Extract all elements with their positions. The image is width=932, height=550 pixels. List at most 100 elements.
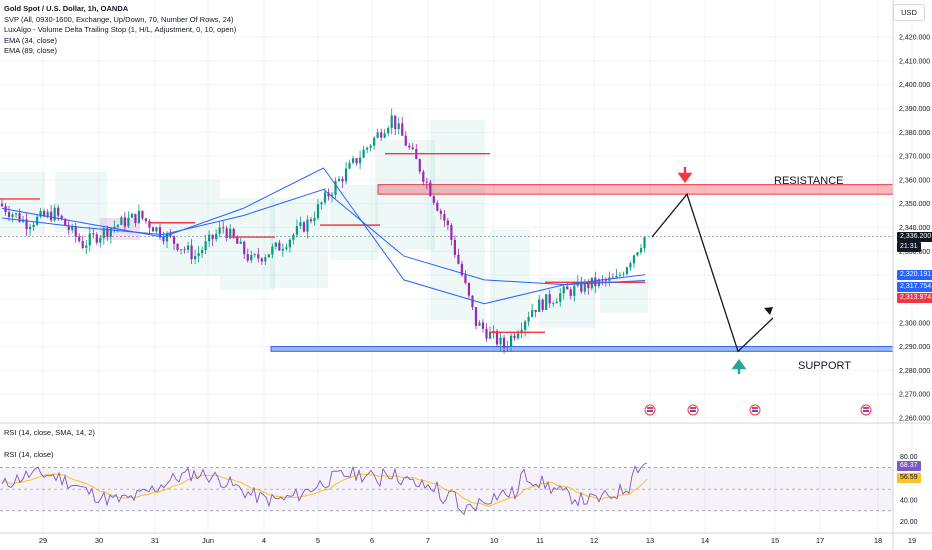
price-tick-label: 2,410.000 [899, 58, 930, 65]
candle-body [264, 257, 267, 262]
ema34-line [1, 167, 646, 305]
candle-body [327, 192, 330, 197]
candle-body [218, 227, 221, 234]
time-tick-label: 4 [262, 536, 266, 545]
candle-body [162, 237, 165, 242]
legend-indicator-luxalgo[interactable]: LuxAlgo - Volume Delta Trailing Stop (1,… [4, 25, 237, 34]
candle-body [155, 227, 158, 232]
candle-body [285, 247, 288, 249]
candle-body [323, 192, 327, 203]
time-tick-label: 10 [490, 536, 498, 545]
candle-body [580, 281, 583, 292]
candle-body [39, 211, 42, 217]
candle-body [436, 202, 439, 211]
candle-body [390, 115, 393, 129]
candle-body [309, 219, 313, 222]
zones [0, 120, 894, 352]
candle-body [478, 322, 481, 326]
candle-body [32, 224, 35, 227]
candle-body [366, 147, 369, 150]
candle-body [236, 237, 239, 244]
rsi-value-tag: 68.37 [897, 461, 921, 471]
candle-body [573, 285, 576, 296]
candle-body [36, 216, 39, 225]
time-tick-label: 13 [646, 536, 654, 545]
legend-indicator-svp[interactable]: SVP (All, 0930-1600, Exchange, Up/Down, … [4, 14, 234, 24]
candle-body [404, 135, 407, 146]
rsi-ma-tag: 56.59 [897, 473, 921, 483]
candle-body [43, 211, 46, 217]
candle-body [330, 194, 334, 197]
time-tick-label: 29 [39, 536, 47, 545]
candle-body [531, 309, 534, 317]
candle-body [11, 214, 14, 217]
us-flag-event-icon [749, 404, 761, 416]
candle-body [292, 234, 295, 240]
candle-body [260, 258, 263, 262]
price-tick-label: 2,280.000 [899, 368, 930, 375]
candle-body [632, 255, 636, 264]
candle-body [113, 226, 116, 229]
candle-body [471, 295, 474, 308]
candle-body [95, 234, 98, 243]
candle-body [559, 293, 562, 302]
candle-body [538, 299, 541, 312]
rsi-tick-label: 80.00 [900, 454, 918, 461]
currency-button[interactable]: USD [893, 4, 925, 21]
candle-body [99, 237, 102, 243]
candle-body [397, 123, 400, 129]
candle-body [611, 277, 614, 279]
candle-body [120, 217, 123, 225]
candle-body [151, 227, 155, 232]
candle-body [373, 137, 376, 146]
candle-body [14, 213, 18, 215]
candle-body [267, 254, 270, 258]
candle-body [481, 322, 485, 329]
candle-body [618, 274, 622, 276]
candle-body [562, 286, 565, 294]
price-tick-label: 2,330.000 [899, 249, 930, 256]
candle-body [158, 227, 162, 238]
rsi-legend[interactable]: RSI (14, close, SMA, 14, 2) [4, 428, 95, 437]
candle-body [432, 196, 435, 203]
candle-body [541, 299, 544, 310]
price-tick-label: 2,420.000 [899, 35, 930, 42]
candle-body [411, 147, 414, 150]
countdown-tag: 21:31 [897, 242, 921, 252]
candle-body [516, 333, 520, 339]
rsi-legend-inner[interactable]: RSI (14, close) [4, 450, 54, 459]
price-tick-label: 2,290.000 [899, 344, 930, 351]
candle-body [18, 213, 21, 222]
legend-indicator-ema89[interactable]: EMA (89, close) [4, 46, 57, 55]
candle-body [295, 226, 299, 235]
candle-body [334, 181, 337, 195]
candle-body [639, 248, 643, 253]
candle-body [439, 210, 442, 214]
candle-body [130, 213, 134, 218]
candle-body [246, 254, 249, 261]
candle-body [387, 128, 390, 134]
candle-body [60, 215, 63, 219]
candle-body [67, 225, 70, 230]
candle-body [513, 335, 516, 339]
candle-body [109, 228, 112, 237]
candle-body [144, 218, 148, 222]
svp-block [330, 185, 378, 260]
rsi-tick-label: 40.00 [900, 497, 918, 504]
legend-indicator-ema34[interactable]: EMA (34, close) [4, 35, 57, 45]
price-tick-label: 2,340.000 [899, 225, 930, 232]
candle-body [622, 274, 625, 275]
candle-body [257, 254, 260, 259]
candle-body [176, 243, 179, 251]
candle-body [527, 316, 530, 322]
candle-body [464, 275, 467, 284]
candle-body [190, 245, 193, 260]
candle-body [28, 226, 32, 230]
price-tick-label: 2,300.000 [899, 320, 930, 327]
candle-body [341, 178, 344, 182]
candle-body [222, 227, 225, 229]
candle-body [351, 158, 355, 163]
candle-body [274, 242, 277, 247]
rsi-line [1, 462, 648, 516]
